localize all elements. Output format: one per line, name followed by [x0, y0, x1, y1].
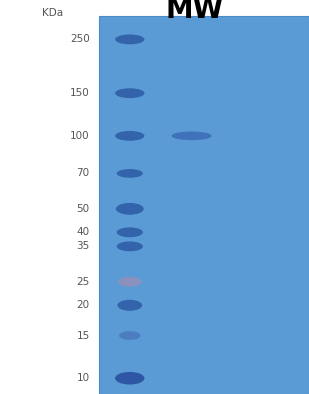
- Text: 150: 150: [70, 88, 90, 98]
- Text: 100: 100: [70, 131, 90, 141]
- Ellipse shape: [117, 169, 143, 178]
- Text: 70: 70: [77, 168, 90, 178]
- Ellipse shape: [115, 372, 145, 385]
- Ellipse shape: [116, 203, 144, 215]
- Text: 15: 15: [76, 331, 90, 340]
- Ellipse shape: [117, 227, 143, 237]
- Text: 35: 35: [76, 242, 90, 251]
- Ellipse shape: [115, 88, 145, 98]
- Ellipse shape: [171, 132, 212, 140]
- FancyBboxPatch shape: [99, 16, 309, 394]
- Text: 50: 50: [77, 204, 90, 214]
- Ellipse shape: [119, 331, 141, 340]
- Text: 250: 250: [70, 34, 90, 45]
- Ellipse shape: [117, 300, 142, 311]
- Ellipse shape: [117, 242, 143, 251]
- Ellipse shape: [115, 35, 145, 45]
- Text: 40: 40: [77, 227, 90, 237]
- Text: KDa: KDa: [42, 7, 63, 18]
- Text: 10: 10: [77, 373, 90, 383]
- Ellipse shape: [115, 131, 145, 141]
- Text: 25: 25: [76, 277, 90, 287]
- Text: MW: MW: [166, 0, 224, 24]
- Text: 20: 20: [77, 300, 90, 310]
- Ellipse shape: [118, 277, 142, 287]
